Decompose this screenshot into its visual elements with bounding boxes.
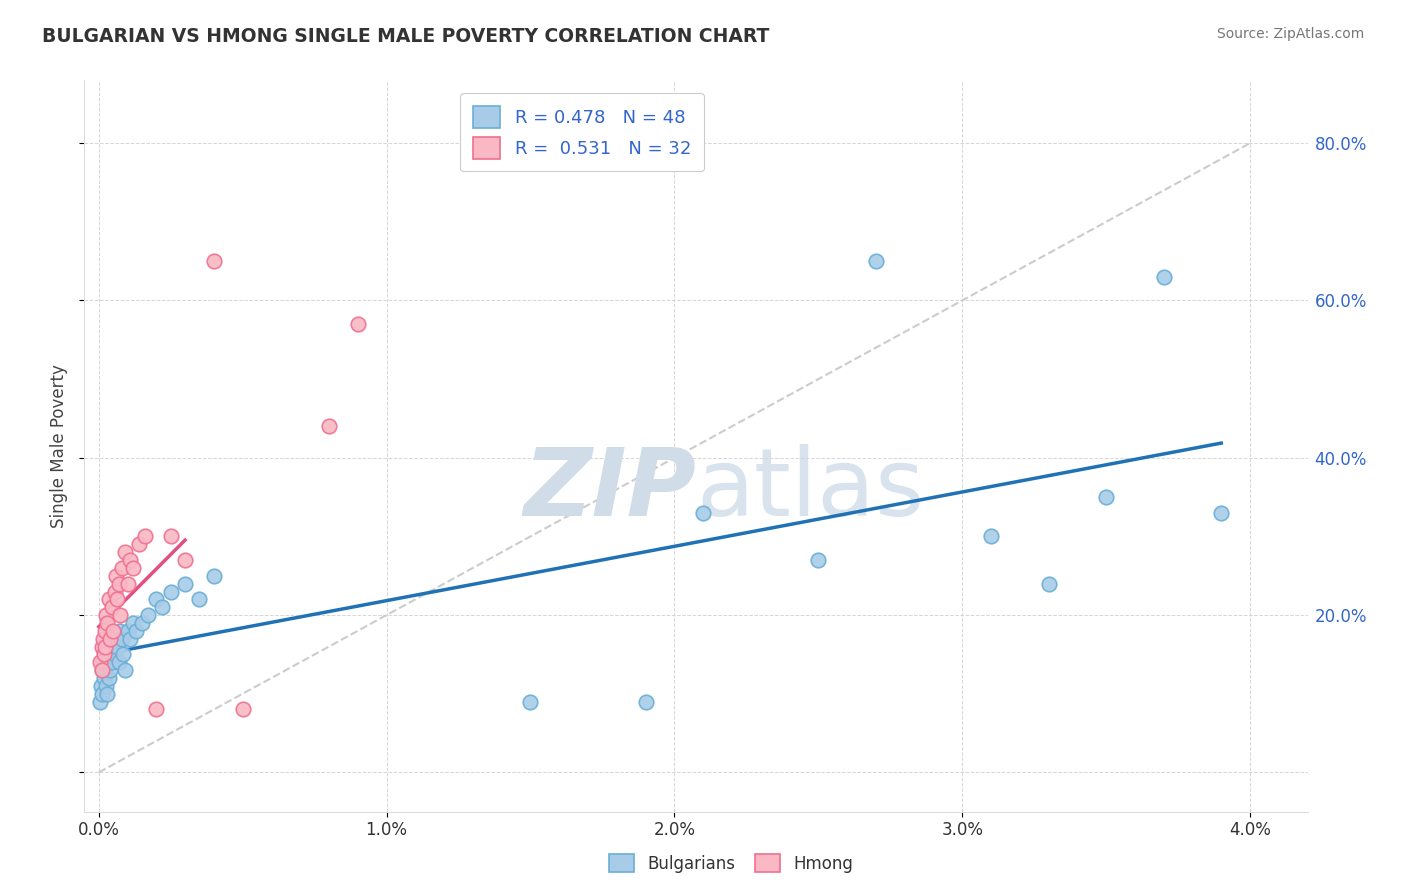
Legend: R = 0.478   N = 48, R =  0.531   N = 32: R = 0.478 N = 48, R = 0.531 N = 32: [460, 93, 703, 171]
Point: [93, 648, 115, 662]
Point: [136, 608, 159, 623]
Point: [174, 553, 197, 567]
Point: [134, 529, 156, 543]
Point: [107, 640, 129, 654]
Point: [90, 640, 112, 654]
Point: [1038, 576, 1060, 591]
Point: [103, 648, 125, 662]
Point: [1153, 269, 1175, 284]
Point: [122, 615, 145, 630]
Text: BULGARIAN VS HMONG SINGLE MALE POVERTY CORRELATION CHART: BULGARIAN VS HMONG SINGLE MALE POVERTY C…: [42, 27, 769, 45]
Point: [91, 655, 114, 669]
Point: [94, 640, 117, 654]
Point: [90, 663, 112, 677]
Point: [93, 648, 115, 662]
Point: [89, 695, 111, 709]
Point: [202, 568, 225, 582]
Point: [105, 632, 128, 646]
Point: [159, 529, 181, 543]
Point: [114, 663, 136, 677]
Point: [108, 655, 131, 669]
Point: [111, 632, 134, 646]
Point: [145, 702, 167, 716]
Point: [91, 663, 114, 677]
Point: [98, 663, 121, 677]
Point: [980, 529, 1002, 543]
Point: [117, 624, 139, 638]
Point: [97, 592, 120, 607]
Point: [110, 624, 132, 638]
Point: [93, 671, 115, 685]
Point: [94, 663, 117, 677]
Point: [98, 632, 121, 646]
Point: [117, 576, 139, 591]
Point: [131, 615, 153, 630]
Point: [108, 576, 131, 591]
Legend: Bulgarians, Hmong: Bulgarians, Hmong: [602, 847, 860, 880]
Point: [107, 592, 129, 607]
Point: [112, 648, 135, 662]
Point: [89, 655, 111, 669]
Point: [91, 632, 114, 646]
Point: [93, 624, 115, 638]
Point: [98, 648, 121, 662]
Text: Source: ZipAtlas.com: Source: ZipAtlas.com: [1216, 27, 1364, 41]
Point: [111, 561, 134, 575]
Point: [346, 317, 368, 331]
Point: [1095, 490, 1118, 504]
Point: [101, 624, 124, 638]
Point: [145, 592, 167, 607]
Point: [232, 702, 254, 716]
Point: [807, 553, 830, 567]
Point: [159, 584, 181, 599]
Point: [120, 632, 142, 646]
Point: [150, 600, 173, 615]
Point: [1211, 506, 1233, 520]
Point: [94, 679, 117, 693]
Point: [100, 600, 122, 615]
Point: [101, 640, 124, 654]
Point: [97, 671, 120, 685]
Point: [94, 608, 117, 623]
Point: [318, 419, 340, 434]
Y-axis label: Single Male Poverty: Single Male Poverty: [51, 364, 69, 528]
Point: [128, 537, 150, 551]
Text: ZIP: ZIP: [523, 444, 696, 536]
Point: [120, 553, 142, 567]
Point: [519, 695, 541, 709]
Point: [105, 568, 128, 582]
Point: [96, 615, 118, 630]
Point: [692, 506, 714, 520]
Point: [122, 561, 145, 575]
Point: [865, 254, 887, 268]
Point: [96, 687, 118, 701]
Point: [100, 632, 122, 646]
Point: [174, 576, 197, 591]
Point: [100, 655, 122, 669]
Point: [634, 695, 657, 709]
Point: [125, 624, 148, 638]
Point: [114, 545, 136, 559]
Point: [96, 655, 118, 669]
Point: [202, 254, 225, 268]
Text: atlas: atlas: [696, 444, 924, 536]
Point: [188, 592, 211, 607]
Point: [97, 640, 120, 654]
Point: [103, 584, 125, 599]
Point: [90, 679, 112, 693]
Point: [110, 608, 132, 623]
Point: [91, 687, 114, 701]
